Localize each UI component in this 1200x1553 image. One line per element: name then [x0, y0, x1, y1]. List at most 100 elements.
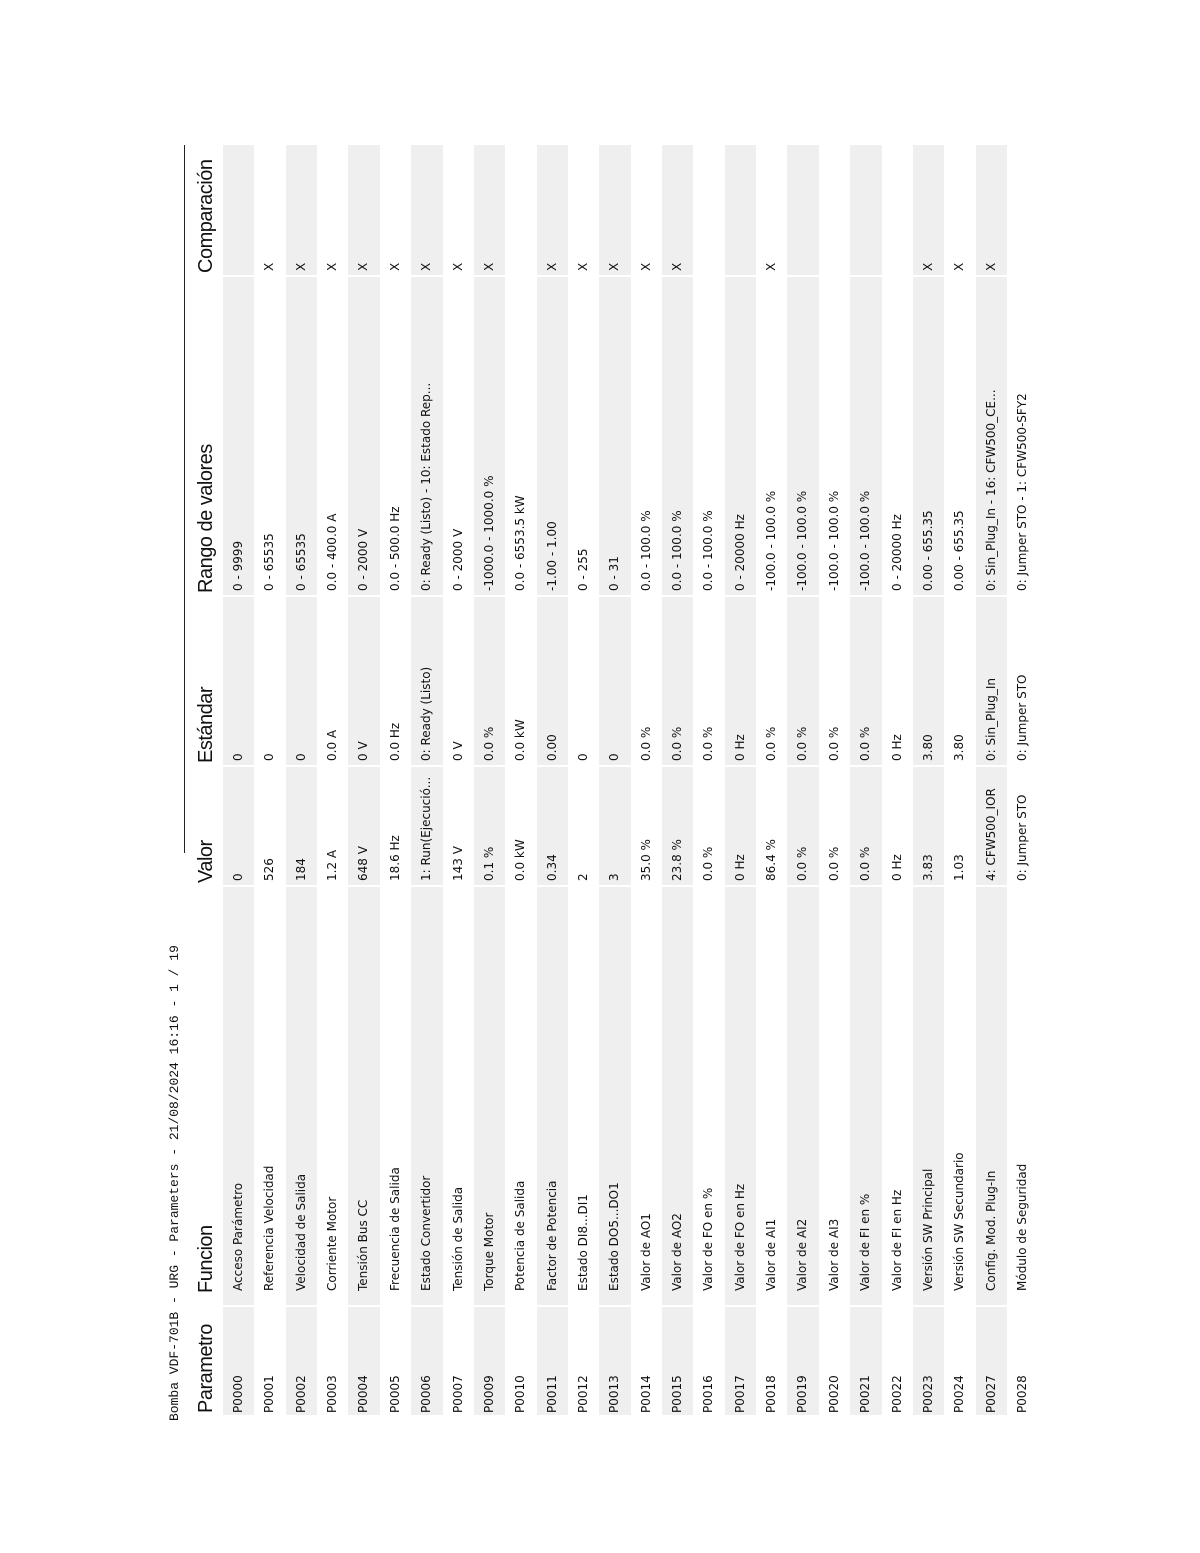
cell-comparacion: X [481, 262, 496, 271]
cell-rango: 0 - 20000 Hz [732, 514, 747, 591]
cell-parametro: P0021 [858, 1375, 873, 1413]
cell-comparacion: X [356, 262, 371, 271]
cell-parametro: P0009 [481, 1375, 496, 1413]
cell-valor: 0 [231, 873, 245, 881]
cell-parametro: P0003 [325, 1375, 340, 1413]
cell-valor: 0.0 % [701, 846, 716, 881]
cell-parametro: P0028 [1015, 1375, 1029, 1413]
cell-comparacion: X [544, 262, 559, 271]
cell-parametro: P0000 [231, 1375, 245, 1413]
cell-funcion: Estado Convertidor [419, 1175, 434, 1291]
cell-comparacion [505, 143, 536, 271]
cell-comparacion [1007, 143, 1038, 271]
cell-funcion: Velocidad de Salida [293, 1173, 308, 1291]
cell-funcion: Estado DI8...DI1 [575, 1194, 590, 1291]
cell-funcion: Torque Motor [481, 1212, 496, 1291]
table-row: P0013 Estado DO5...DO1 3 0 0 - 31 X [599, 145, 631, 1415]
cell-rango: -100.0 - 100.0 % [826, 490, 841, 591]
table-row: P0016 Valor de FO en % 0.0 % 0.0 % 0.0 - 100… [693, 145, 725, 1415]
cell-comparacion: X [387, 262, 402, 271]
cell-comparacion: X [575, 262, 590, 271]
cell-comparacion [850, 143, 881, 271]
cell-funcion: Versión SW Secundario [952, 1152, 967, 1291]
cell-estandar: 0.0 % [826, 726, 841, 761]
cell-comparacion: X [920, 262, 935, 271]
header-comparacion: Comparación [195, 159, 217, 273]
cell-valor: 1: Run(Ejecució... [419, 776, 434, 881]
cell-parametro: P0020 [826, 1375, 841, 1413]
cell-funcion: Tensión Bus CC [356, 1199, 371, 1291]
cell-rango: 0.0 - 100.0 % [670, 510, 685, 591]
cell-valor: 86.4 % [764, 839, 779, 881]
table-row: P0023 Versión SW Principal 3.83 3.80 0.00 - … [912, 145, 945, 1415]
report-title: Bomba VDF-701B - URG - Parameters - 21/0… [167, 945, 182, 1421]
cell-funcion: Corriente Motor [325, 1196, 340, 1291]
cell-parametro: P0013 [607, 1375, 622, 1413]
table-row: P0002 Velocidad de Salida 184 0 0 - 65535 X [285, 145, 318, 1415]
cell-valor: 526 [262, 858, 277, 881]
cell-rango: 0: Jumper STO - 1: CFW500-SFY2 [1015, 393, 1029, 591]
cell-funcion: Acceso Parámetro [231, 1182, 245, 1291]
cell-parametro: P0027 [983, 1375, 998, 1413]
cell-rango: 0.0 - 500.0 Hz [387, 506, 402, 591]
cell-rango: 0: Ready (Listo) - 10: Estado Rep... [419, 382, 434, 591]
cell-funcion: Config. Mod. Plug-In [983, 1170, 998, 1291]
cell-estandar: 3.80 [952, 734, 967, 761]
cell-funcion: Potencia de Salida [513, 1180, 528, 1291]
cell-estandar: 0 V [356, 741, 371, 761]
cell-estandar: 0.0 % [701, 726, 716, 761]
cell-funcion: Tensión de Salida [450, 1186, 465, 1291]
cell-estandar: 0 [231, 753, 245, 761]
table-row: P0022 Valor de FI en Hz 0 Hz 0 Hz 0 - 20000 … [881, 145, 913, 1415]
cell-estandar: 0.0 kW [513, 719, 528, 761]
table-row: P0011 Factor de Potencia 0.34 0.00 -1.00 - 1… [536, 145, 568, 1415]
cell-rango: 0 - 65535 [262, 533, 277, 591]
cell-estandar: 0 [293, 753, 308, 761]
cell-rango: 0.00 - 655.35 [952, 510, 967, 591]
cell-parametro: P0022 [889, 1375, 904, 1413]
cell-estandar: 0.0 % [764, 726, 779, 761]
cell-rango: 0.0 - 100.0 % [701, 510, 716, 591]
cell-comparacion: X [670, 262, 685, 271]
cell-valor: 23.8 % [670, 839, 685, 881]
cell-rango: 0: Sin_Plug_In - 16: CFW500_CE... [983, 389, 998, 591]
table-row: P0028 Módulo de Seguridad 0: Jumper STO 0: … [1007, 143, 1039, 1415]
cell-comparacion: X [607, 262, 622, 271]
cell-estandar: 0.0 % [670, 726, 685, 761]
cell-funcion: Valor de FI en % [858, 1193, 873, 1291]
table-row: P0000 Acceso Parámetro 0 0 0 - 9999 [223, 145, 255, 1415]
cell-comparacion: X [983, 262, 998, 271]
cell-rango: 0.00 - 655.35 [920, 510, 935, 591]
table-row: P0007 Tensión de Salida 143 V 0 V 0 - 2000 V… [442, 145, 474, 1415]
table-row: P0006 Estado Convertidor 1: Run(Ejecució..… [411, 145, 443, 1415]
cell-comparacion: X [262, 262, 277, 271]
cell-estandar: 0 V [450, 741, 465, 761]
cell-estandar: 3.80 [920, 734, 935, 761]
cell-estandar: 0.0 A [325, 729, 340, 761]
cell-rango: 0.0 - 100.0 % [638, 510, 653, 591]
cell-rango: -100.0 - 100.0 % [858, 490, 873, 591]
cell-parametro: P0005 [387, 1375, 402, 1413]
cell-comparacion [819, 143, 850, 271]
cell-comparacion [725, 143, 756, 271]
cell-valor: 0.34 [544, 854, 559, 881]
table-row: P0027 Config. Mod. Plug-In 4: CFW500_IOR 0:… [975, 145, 1007, 1415]
cell-parametro: P0014 [638, 1375, 653, 1413]
cell-comparacion: X [293, 262, 308, 271]
cell-funcion: Versión SW Principal [920, 1168, 935, 1291]
cell-valor: 0 Hz [732, 854, 747, 881]
rotated-parameter-report: Bomba VDF-701B - URG - Parameters - 21/0… [165, 145, 1045, 1425]
cell-valor: 18.6 Hz [387, 835, 402, 881]
cell-estandar: 0 [262, 753, 277, 761]
cell-rango: 0 - 2000 V [450, 528, 465, 591]
cell-estandar: 0 [607, 753, 622, 761]
table-row: P0018 Valor de AI1 86.4 % 0.0 % -100.0 - 100… [756, 145, 788, 1415]
cell-rango: 0 - 31 [607, 556, 622, 591]
cell-valor: 184 [293, 858, 308, 881]
table-row: P0003 Corriente Motor 1.2 A 0.0 A 0.0 - 400.… [317, 145, 349, 1415]
cell-estandar: 0.0 Hz [387, 722, 402, 761]
table-row: P0005 Frecuencia de Salida 18.6 Hz 0.0 Hz 0.… [379, 145, 412, 1415]
cell-estandar: 0 [575, 753, 590, 761]
cell-estandar: 0.0 % [795, 726, 810, 761]
cell-valor: 2 [575, 873, 590, 881]
